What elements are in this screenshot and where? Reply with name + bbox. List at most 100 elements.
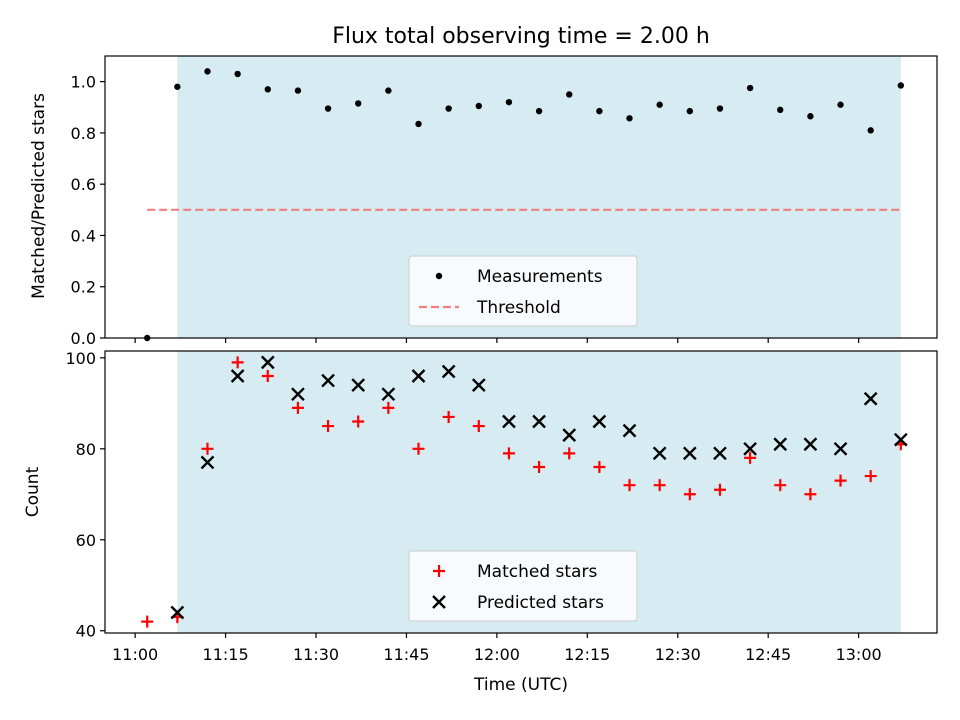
- count-predicted-point-0: [170, 605, 185, 620]
- count-legend-label-0: Matched stars: [477, 562, 597, 582]
- ratio-point-6: [324, 105, 332, 112]
- count-matched-point-23: [834, 474, 847, 487]
- ratio-point-21: [777, 106, 784, 114]
- ratio-y-tick-label-1: 0.2: [71, 278, 96, 297]
- count-x-tick-label-8: 13:00: [836, 645, 882, 664]
- count-predicted-point-4: [291, 387, 305, 402]
- count-matched-point-14: [563, 447, 576, 460]
- count-matched-point-3: [231, 356, 244, 369]
- count-predicted-point-9: [441, 364, 456, 379]
- count-matched-point-16: [623, 479, 636, 492]
- count-matched-point-20: [744, 451, 757, 464]
- count-x-tick-label-2: 11:30: [293, 645, 339, 664]
- count-matched-point-6: [322, 420, 335, 433]
- count-x-tick-label-6: 12:30: [655, 645, 701, 664]
- count-matched-point-15: [593, 460, 606, 473]
- count-predicted-point-8: [411, 369, 426, 383]
- ratio-point-7: [355, 100, 362, 107]
- count-predicted-point-1: [200, 455, 215, 470]
- count-matched-point-8: [382, 401, 395, 414]
- count-y-tick-label-1: 60: [76, 531, 96, 550]
- count-matched-point-12: [502, 447, 515, 460]
- count-matched-point-18: [683, 488, 696, 501]
- ratio-point-25: [897, 82, 905, 89]
- count-matched-point-24: [864, 470, 877, 483]
- count-matched-point-13: [533, 460, 546, 473]
- ratio-y-axis-label: Matched/Predicted stars: [29, 93, 49, 299]
- ratio-legend-box: [408, 255, 638, 327]
- ratio-legend-swatch-0: [435, 272, 443, 280]
- ratio-point-13: [535, 107, 543, 115]
- ratio-point-2: [204, 68, 211, 75]
- count-matched-point-11: [472, 420, 485, 433]
- count-matched-point-9: [412, 442, 425, 455]
- ratio-y-tick-label-5: 1.0: [71, 73, 96, 92]
- count-y-tick-label-2: 80: [76, 440, 96, 459]
- ratio-point-4: [264, 86, 271, 93]
- ratio-point-9: [415, 120, 422, 128]
- count-matched-point-4: [261, 370, 274, 383]
- count-predicted-point-10: [471, 378, 486, 392]
- count-matched-point-2: [201, 442, 214, 455]
- count-predicted-point-15: [622, 423, 637, 438]
- count-predicted-point-22: [833, 441, 848, 456]
- count-matched-point-17: [653, 479, 666, 492]
- count-predicted-point-13: [562, 428, 577, 442]
- ratio-y-tick-label-2: 0.4: [71, 226, 96, 245]
- ratio-y-tick-label-4: 0.8: [71, 124, 96, 143]
- ratio-y-tick-label-0: 0.0: [71, 329, 96, 348]
- count-predicted-point-5: [321, 373, 335, 388]
- ratio-panel: 0.0 0.2 0.4 0.6 0.8 1.0 Measurements Threshold: [71, 55, 938, 348]
- count-predicted-point-2: [230, 369, 245, 383]
- count-matched-point-7: [352, 415, 365, 428]
- count-predicted-point-11: [502, 414, 516, 429]
- count-x-tick-label-3: 11:45: [383, 645, 429, 664]
- count-y-axis-label: Count: [23, 466, 43, 517]
- count-predicted-point-7: [381, 387, 396, 402]
- ratio-point-18: [686, 107, 694, 115]
- count-predicted-point-24: [893, 432, 908, 447]
- ratio-point-15: [596, 107, 603, 115]
- ratio-point-23: [837, 101, 844, 108]
- count-legend-swatch-0: [433, 565, 445, 577]
- ratio-point-19: [716, 105, 724, 112]
- count-predicted-point-18: [713, 446, 727, 461]
- count-matched-point-22: [804, 488, 817, 501]
- ratio-axes-frame: [104, 55, 938, 339]
- ratio-point-10: [445, 105, 452, 112]
- count-matched-point-0: [141, 615, 154, 628]
- count-predicted-point-23: [863, 391, 878, 406]
- x-axis-label: Time (UTC): [473, 675, 568, 695]
- ratio-point-8: [385, 87, 392, 94]
- count-x-tick-label-7: 12:45: [745, 645, 791, 664]
- count-matched-point-21: [774, 479, 787, 492]
- count-x-tick-label-4: 12:00: [474, 645, 520, 664]
- ratio-point-22: [807, 113, 814, 120]
- count-predicted-point-14: [592, 414, 607, 429]
- ratio-point-11: [475, 102, 482, 110]
- count-matched-point-5: [291, 401, 304, 414]
- count-predicted-point-17: [682, 446, 697, 461]
- ratio-y-tick-label-3: 0.6: [71, 175, 96, 194]
- count-matched-point-19: [713, 483, 726, 496]
- count-panel: 40 60 80 100 11:00 11:15 11:30 11:45 12:00 12:15 1…: [65, 349, 938, 664]
- count-predicted-point-12: [532, 414, 546, 429]
- count-legend-swatch-1: [432, 595, 446, 609]
- ratio-point-17: [656, 101, 663, 108]
- count-predicted-point-19: [743, 441, 757, 456]
- count-y-tick-label-3: 100: [65, 349, 96, 368]
- count-predicted-point-3: [260, 355, 275, 370]
- count-predicted-point-21: [803, 437, 818, 452]
- count-x-tick-label-0: 11:00: [112, 645, 158, 664]
- ratio-point-14: [566, 91, 573, 98]
- ratio-legend-label-0: Measurements: [477, 267, 603, 287]
- ratio-point-1: [174, 83, 181, 90]
- ratio-point-5: [294, 87, 302, 94]
- chart-title: Flux total observing time = 2.00 h: [332, 24, 710, 49]
- count-legend-label-1: Predicted stars: [477, 593, 604, 613]
- count-x-tick-label-5: 12:15: [564, 645, 610, 664]
- count-predicted-point-20: [773, 437, 788, 452]
- ratio-point-16: [626, 115, 633, 122]
- count-x-tick-label-1: 11:15: [203, 645, 249, 664]
